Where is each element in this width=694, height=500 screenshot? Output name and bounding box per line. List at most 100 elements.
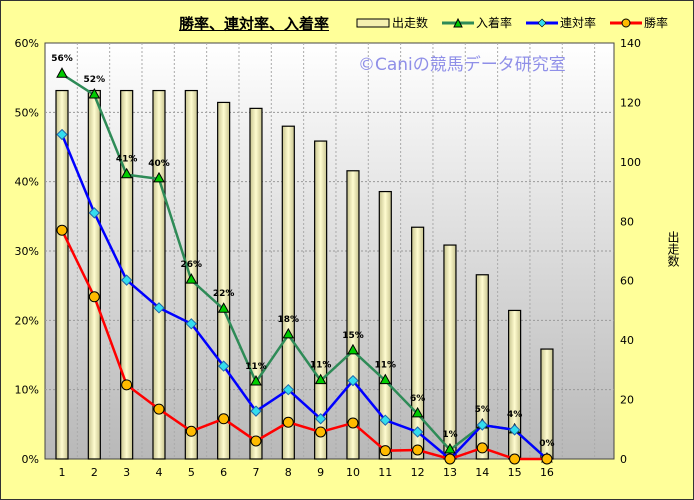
x-tick-label: 10 xyxy=(346,466,360,479)
chart-title: 勝率、連対率、入着率 xyxy=(179,15,330,33)
circle-marker xyxy=(56,224,68,236)
right-tick-label: 40 xyxy=(620,334,634,347)
right-tick-label: 100 xyxy=(620,156,641,169)
line-3 xyxy=(60,229,547,461)
x-tick-label: 4 xyxy=(155,466,162,479)
circle-marker xyxy=(121,379,133,391)
bar-runs xyxy=(87,89,101,460)
diamond-marker xyxy=(217,360,230,372)
diamond-marker xyxy=(120,274,133,286)
circle-marker xyxy=(379,445,391,457)
triangle-marker xyxy=(444,442,456,454)
line-2 xyxy=(60,134,548,461)
circle-marker xyxy=(153,403,165,415)
diamond-marker xyxy=(185,318,198,330)
x-tick-label: 8 xyxy=(285,466,292,479)
x-tick-label: 11 xyxy=(378,466,392,479)
circle-marker xyxy=(444,453,456,465)
bar-runs xyxy=(217,101,231,460)
triangle-marker xyxy=(153,171,165,183)
triangle-marker xyxy=(282,327,295,339)
x-tick-label: 1 xyxy=(59,466,66,479)
watermark: ©Caniの競馬データ研究室 xyxy=(358,55,566,75)
diamond-marker xyxy=(476,419,488,431)
legend-item-runs: 出走数 xyxy=(356,14,428,31)
line-1 xyxy=(61,73,548,460)
data-label: 0% xyxy=(539,439,554,449)
left-tick-label: 60% xyxy=(15,37,39,50)
circle-marker xyxy=(412,444,424,456)
right-tick-label: 120 xyxy=(620,96,641,109)
x-tick-label: 15 xyxy=(508,466,522,479)
data-label: 1% xyxy=(442,430,457,440)
triangle-marker xyxy=(185,273,198,284)
legend-item-place: 入着率 xyxy=(442,14,512,31)
legend-item-win: 勝率 xyxy=(610,14,668,31)
x-tick-label: 9 xyxy=(317,466,324,479)
bar-runs xyxy=(443,244,457,460)
data-label: 26% xyxy=(181,260,203,270)
triangle-marker xyxy=(120,167,133,179)
legend-label: 連対率 xyxy=(560,16,597,30)
x-tick-label: 12 xyxy=(411,466,425,479)
right-tick-label: 140 xyxy=(620,37,641,50)
bar-runs xyxy=(378,190,392,460)
data-label: 52% xyxy=(84,75,106,85)
x-tick-label: 16 xyxy=(540,466,554,479)
data-label: 56% xyxy=(51,54,73,64)
data-label: 11% xyxy=(375,361,397,371)
triangle-marker xyxy=(217,302,230,313)
data-label: 4% xyxy=(507,410,522,420)
left-tick-label: 20% xyxy=(15,314,39,327)
bar-runs xyxy=(281,125,295,460)
legend: 出走数 入着率 連対率 勝率 xyxy=(356,14,668,31)
triangle-marker xyxy=(379,373,392,385)
bar-runs xyxy=(411,226,425,460)
right-axis-label: 出走数 xyxy=(666,231,680,267)
data-label: 5% xyxy=(475,405,490,415)
legend-label: 入着率 xyxy=(476,16,513,30)
data-label: 11% xyxy=(310,361,332,371)
left-tick-label: 40% xyxy=(15,176,39,189)
x-tick-label: 2 xyxy=(91,466,98,479)
legend-label: 勝率 xyxy=(644,16,669,30)
legend-item-rentai: 連対率 xyxy=(526,14,596,31)
triangle-marker-icon xyxy=(442,17,475,27)
data-label: 22% xyxy=(213,289,235,299)
circle-marker xyxy=(541,453,553,465)
data-label: 15% xyxy=(342,331,364,341)
diamond-marker xyxy=(508,424,521,436)
left-tick-label: 50% xyxy=(15,106,39,119)
triangle-marker xyxy=(250,375,262,386)
bar-runs xyxy=(475,274,489,460)
diamond-marker xyxy=(250,405,262,417)
x-tick-label: 13 xyxy=(443,466,457,479)
circle-marker xyxy=(347,417,359,429)
circle-marker xyxy=(282,416,294,428)
circle-marker-icon xyxy=(610,18,643,27)
triangle-marker xyxy=(347,343,359,355)
diamond-marker xyxy=(347,374,359,387)
diamond-marker-icon xyxy=(526,18,559,27)
bar-runs xyxy=(152,89,166,460)
data-label: 18% xyxy=(278,315,300,325)
circle-marker xyxy=(250,435,262,447)
diamond-marker xyxy=(314,413,327,425)
x-tick-label: 3 xyxy=(123,466,130,479)
triangle-marker xyxy=(56,67,68,78)
data-label: 6% xyxy=(410,394,425,404)
left-tick-label: 10% xyxy=(15,384,39,397)
bar-runs xyxy=(249,107,263,460)
circle-marker xyxy=(476,442,488,454)
circle-marker xyxy=(185,425,197,437)
circle-marker xyxy=(509,453,521,465)
circle-marker xyxy=(88,291,100,303)
circle-marker xyxy=(218,413,230,425)
data-label: 11% xyxy=(245,362,267,372)
x-tick-label: 5 xyxy=(188,466,195,479)
right-tick-label: 0 xyxy=(620,453,627,466)
data-label: 41% xyxy=(116,155,138,165)
bar-swatch-icon xyxy=(356,18,390,27)
left-tick-label: 0% xyxy=(22,453,39,466)
